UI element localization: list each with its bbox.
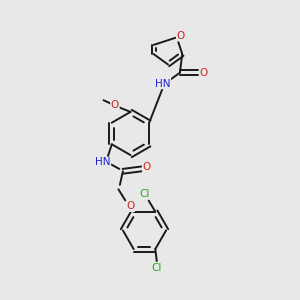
Text: Cl: Cl [152,263,162,273]
Text: O: O [111,100,119,110]
Text: O: O [177,31,185,41]
Text: Cl: Cl [139,189,149,199]
Text: O: O [200,68,208,78]
Text: O: O [143,162,151,172]
Text: O: O [126,201,134,212]
Text: HN: HN [95,157,110,167]
Text: HN: HN [155,79,170,88]
